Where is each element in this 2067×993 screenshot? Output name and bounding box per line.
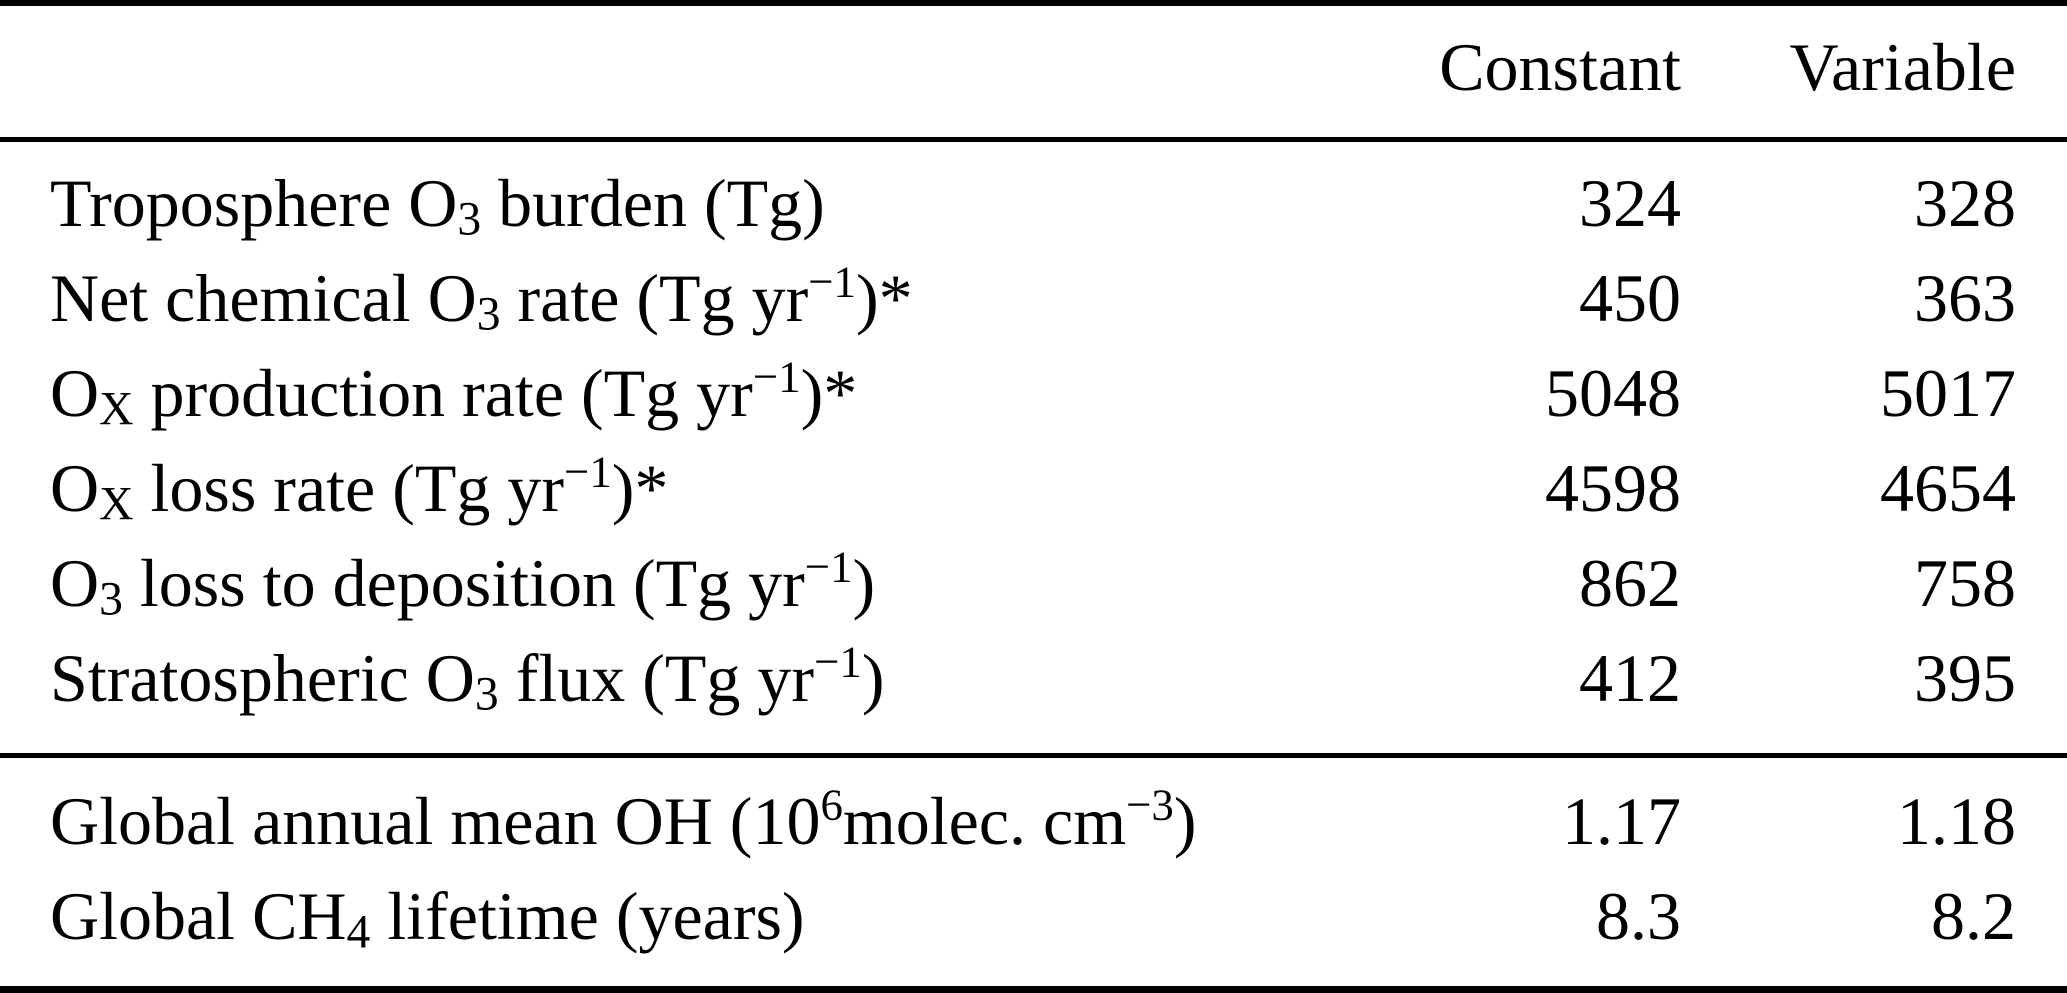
value-constant: 4598 xyxy=(1545,450,1681,526)
table-rule-top xyxy=(0,0,2067,6)
section-oh-methane: Global annual mean OH (106molec. cm−3) 1.… xyxy=(0,758,2067,986)
table-row: OX loss rate (Tg yr−1)* 4598 4654 xyxy=(50,441,2016,536)
table-row: Global CH4 lifetime (years) 8.3 8.2 xyxy=(50,869,2016,964)
row-label: O3 loss to deposition (Tg yr−1) xyxy=(50,541,876,626)
value-variable: 4654 xyxy=(1880,450,2016,526)
value-constant: 412 xyxy=(1579,640,1681,716)
value-constant: 862 xyxy=(1579,545,1681,621)
table-rule-section-divider xyxy=(0,753,2067,758)
value-constant: 8.3 xyxy=(1596,878,1681,954)
value-variable: 328 xyxy=(1914,165,2016,241)
row-label: Global CH4 lifetime (years) xyxy=(50,878,805,959)
value-variable: 395 xyxy=(1914,640,2016,716)
table-row: OX production rate (Tg yr−1)* 5048 5017 xyxy=(50,346,2016,441)
header-cell-constant: Constant xyxy=(1439,29,1681,105)
value-variable: 8.2 xyxy=(1931,878,2016,954)
table-row: Stratospheric O3 flux (Tg yr−1) 412 395 xyxy=(50,631,2016,726)
row-label: Global annual mean OH (106molec. cm−3) xyxy=(50,779,1197,859)
row-label: Net chemical O3 rate (Tg yr−1)* xyxy=(50,256,913,341)
value-constant: 5048 xyxy=(1545,355,1681,431)
table-header-row: Constant Variable xyxy=(0,6,2067,137)
value-constant: 1.17 xyxy=(1562,783,1681,859)
table-row: Global annual mean OH (106molec. cm−3) 1.… xyxy=(50,774,2016,869)
row-label: OX production rate (Tg yr−1)* xyxy=(50,351,858,436)
section-ozone-budget: Troposphere O3 burden (Tg) 324 328 Net chem… xyxy=(0,142,2067,753)
row-label: Stratospheric O3 flux (Tg yr−1) xyxy=(50,636,885,721)
value-constant: 450 xyxy=(1579,260,1681,336)
value-variable: 1.18 xyxy=(1897,783,2016,859)
value-variable: 363 xyxy=(1914,260,2016,336)
table-row: Troposphere O3 burden (Tg) 324 328 xyxy=(50,156,2016,251)
value-variable: 758 xyxy=(1914,545,2016,621)
row-label: OX loss rate (Tg yr−1)* xyxy=(50,446,669,531)
table-row: Net chemical O3 rate (Tg yr−1)* 450 363 xyxy=(50,251,2016,346)
table-rule-header-divider xyxy=(0,137,2067,142)
value-variable: 5017 xyxy=(1880,355,2016,431)
table-row: O3 loss to deposition (Tg yr−1) 862 758 xyxy=(50,536,2016,631)
value-constant: 324 xyxy=(1579,165,1681,241)
table-rule-bottom xyxy=(0,986,2067,993)
row-label: Troposphere O3 burden (Tg) xyxy=(50,165,825,246)
header-cell-variable: Variable xyxy=(1789,29,2016,105)
